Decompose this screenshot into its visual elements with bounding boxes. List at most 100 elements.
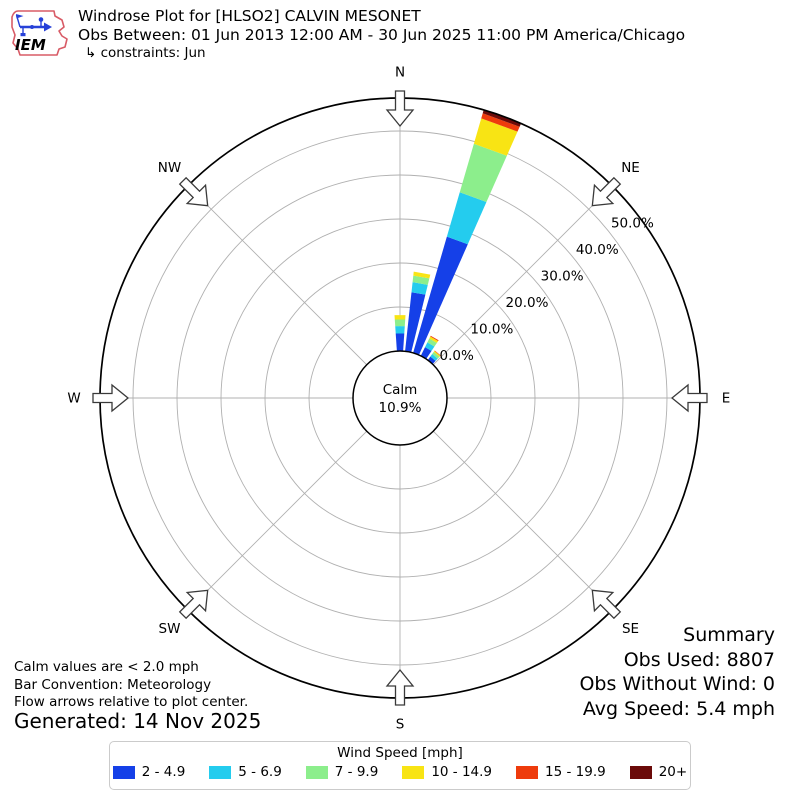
legend-label: 5 - 6.9 xyxy=(238,764,282,780)
windrose-bar-az20 xyxy=(413,109,522,355)
legend-item: 7 - 9.9 xyxy=(305,764,379,780)
bar-segment xyxy=(394,315,406,320)
wind-vane-icon xyxy=(15,14,52,37)
legend-label: 20+ xyxy=(658,764,688,780)
bar-segment xyxy=(434,350,441,356)
legend-item: 10 - 14.9 xyxy=(402,764,492,780)
ring-label: 50.0% xyxy=(611,215,654,231)
note-convention: Bar Convention: Meteorology xyxy=(14,676,212,693)
legend-label: 15 - 19.9 xyxy=(545,764,606,780)
bar-segment xyxy=(405,292,426,353)
legend-swatch xyxy=(629,765,652,779)
iowa-outline-icon xyxy=(11,10,68,56)
plot-constraints: ↳ constraints: Jun xyxy=(85,45,206,61)
flow-arrow-se xyxy=(591,589,622,620)
notes-block: Calm values are < 2.0 mph Bar Convention… xyxy=(14,659,248,712)
compass-label-sw: SW xyxy=(159,621,181,637)
bar-segment xyxy=(394,319,406,327)
grid-ring xyxy=(176,174,624,622)
ring-label: 10.0% xyxy=(470,321,513,337)
grid-spoke xyxy=(187,185,368,366)
summary-avg-speed: Avg Speed: 5.4 mph xyxy=(582,697,775,720)
legend-item: 15 - 19.9 xyxy=(516,764,606,780)
grid-spoke xyxy=(432,185,613,366)
note-calm: Calm values are < 2.0 mph xyxy=(14,659,199,675)
flow-arrow-nw xyxy=(178,176,209,207)
windrose-bar-az40 xyxy=(427,350,441,365)
ring-label: 30.0% xyxy=(541,268,584,284)
compass-label-se: SE xyxy=(622,621,639,637)
compass-label-s: S xyxy=(396,717,405,733)
grid-spoke xyxy=(187,430,368,611)
bar-segment xyxy=(411,282,428,295)
bar-segment xyxy=(433,350,441,357)
bar-segment xyxy=(481,113,520,132)
compass-label-w: W xyxy=(67,391,80,407)
bar-segment xyxy=(413,271,431,279)
compass-label-nw: NW xyxy=(158,160,181,176)
bar-segment xyxy=(446,192,487,245)
legend-item: 20+ xyxy=(629,764,688,780)
bar-segment xyxy=(427,338,437,347)
iem-logo: IEM xyxy=(11,10,68,56)
flow-arrow-sw xyxy=(178,589,209,620)
grid-ring xyxy=(264,262,536,534)
windrose-bar-az30 xyxy=(420,335,439,359)
legend: Wind Speed [mph] 2 - 4.9 5 - 6.9 7 - 9.9 10… xyxy=(109,741,691,790)
bar-segment xyxy=(427,356,436,365)
flow-arrow-w xyxy=(92,383,130,413)
title-block: Windrose Plot for [HLSO2] CALVIN MESONET… xyxy=(78,7,685,62)
bar-segment xyxy=(429,336,439,343)
grid-ring xyxy=(132,130,668,666)
plot-title: Windrose Plot for [HLSO2] CALVIN MESONET xyxy=(78,7,421,25)
bar-segment xyxy=(425,342,435,351)
ring-label: 0.0% xyxy=(440,348,474,364)
summary-obs-used: Obs Used: 8807 xyxy=(623,648,775,671)
legend-title: Wind Speed [mph] xyxy=(337,745,463,761)
flow-arrow-e xyxy=(670,383,708,413)
summary-block: Summary Obs Used: 8807 Obs Without Wind:… xyxy=(579,623,775,721)
grid-ring xyxy=(220,218,580,578)
bar-segment xyxy=(412,275,430,285)
compass-label-e: E xyxy=(722,391,731,407)
legend-item: 5 - 6.9 xyxy=(209,764,282,780)
bar-segment xyxy=(459,143,507,203)
bar-segment xyxy=(395,326,405,334)
windrose-bar-az0 xyxy=(394,315,406,352)
summary-title: Summary xyxy=(683,624,775,646)
legend-label: 2 - 4.9 xyxy=(141,764,186,780)
legend-swatch xyxy=(305,765,328,779)
bar-segment xyxy=(432,351,440,359)
compass-label-ne: NE xyxy=(621,160,640,176)
bar-segment xyxy=(395,333,405,352)
legend-swatch xyxy=(402,765,425,779)
calm-value: 10.9% xyxy=(379,400,422,416)
flow-arrow-n xyxy=(385,90,415,128)
ring-label: 20.0% xyxy=(506,295,549,311)
legend-swatch xyxy=(516,765,539,779)
windrose-bar-az10 xyxy=(405,271,431,353)
calm-label: Calm xyxy=(383,382,418,398)
compass-label-n: N xyxy=(395,65,405,81)
bar-segment xyxy=(473,118,518,156)
summary-obs-without-wind: Obs Without Wind: 0 xyxy=(579,673,775,695)
bar-segment xyxy=(482,109,522,127)
bar-segment xyxy=(430,335,439,342)
bar-segment xyxy=(430,354,438,361)
logo-text: IEM xyxy=(15,36,46,54)
grid-spoke xyxy=(432,430,613,611)
ring-label: 40.0% xyxy=(576,242,619,258)
calm-circle xyxy=(352,350,448,446)
bar-segment xyxy=(413,236,468,355)
bar-segment xyxy=(420,347,432,359)
note-arrows: Flow arrows relative to plot center. xyxy=(14,694,249,710)
legend-swatch xyxy=(209,765,232,779)
legend-label: 10 - 14.9 xyxy=(431,764,493,780)
flow-arrow-ne xyxy=(591,176,622,207)
legend-items: 2 - 4.9 5 - 6.9 7 - 9.9 10 - 14.9 15 - 19.9 2… xyxy=(110,764,690,780)
plot-subtitle: Obs Between: 01 Jun 2013 12:00 AM - 30 J… xyxy=(78,26,686,44)
legend-label: 7 - 9.9 xyxy=(334,764,379,780)
grid-ring xyxy=(308,306,492,490)
